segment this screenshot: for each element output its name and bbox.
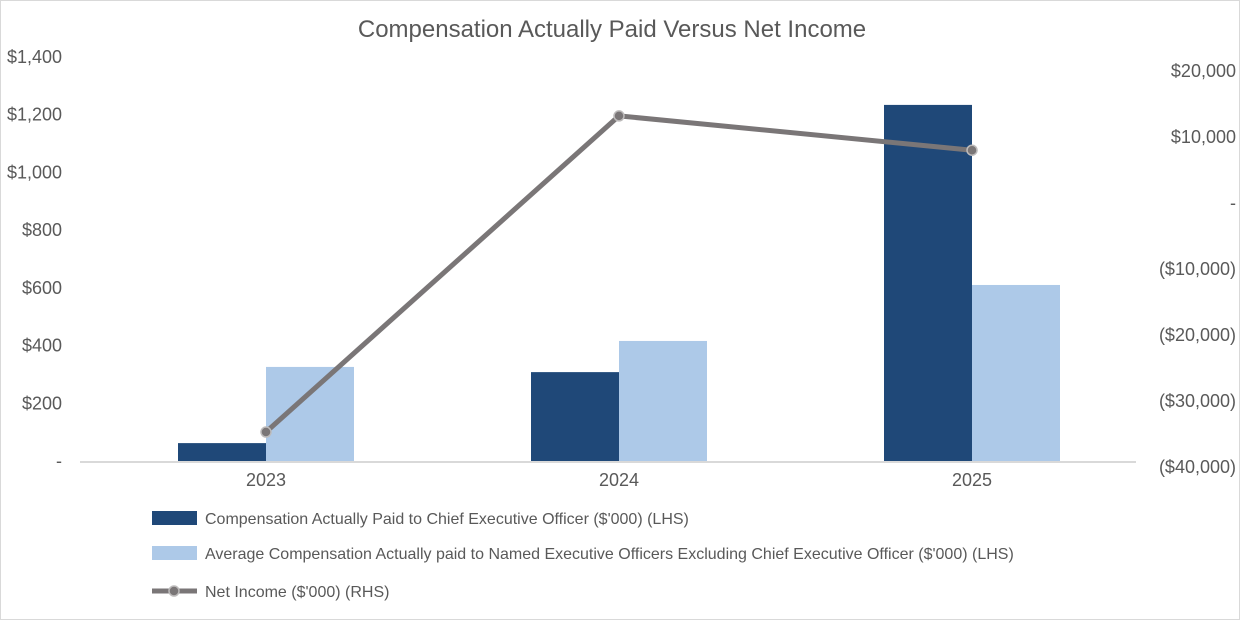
left-tick-label: $400 [22,336,62,356]
legend-label: Net Income ($'000) (RHS) [205,584,389,601]
left-tick-label: - [56,451,62,471]
neo-bar [619,340,707,461]
x-tick-label: 2023 [246,470,286,490]
legend-marker [168,585,180,597]
net-income-point [260,426,272,438]
right-tick-label: $20,000 [1171,61,1236,81]
left-tick-label: $1,400 [7,47,62,67]
right-tick-label: ($40,000) [1159,457,1236,477]
left-tick-label: $800 [22,220,62,240]
net-income-point [966,144,978,156]
neo-bar [972,284,1060,461]
legend-swatch [152,546,197,560]
left-tick-label: $600 [22,278,62,298]
neo-bar [266,366,354,461]
net-income-point [613,110,625,122]
right-tick-label: ($30,000) [1159,391,1236,411]
right-tick-label: - [1230,193,1236,213]
left-tick-label: $1,000 [7,162,62,182]
legend-label: Compensation Actually Paid to Chief Exec… [205,511,689,528]
left-tick-label: $200 [22,393,62,413]
right-tick-label: $10,000 [1171,127,1236,147]
right-tick-label: ($10,000) [1159,259,1236,279]
x-tick-label: 2025 [952,470,992,490]
legend-swatch [152,511,197,525]
ceo-bar [884,104,972,461]
ceo-bar [178,443,266,461]
left-tick-label: $1,200 [7,105,62,125]
x-tick-label: 2024 [599,470,639,490]
right-tick-label: ($20,000) [1159,325,1236,345]
ceo-bar [531,372,619,461]
chart-title: Compensation Actually Paid Versus Net In… [358,16,866,43]
legend-label: Average Compensation Actually paid to Na… [205,546,1014,563]
